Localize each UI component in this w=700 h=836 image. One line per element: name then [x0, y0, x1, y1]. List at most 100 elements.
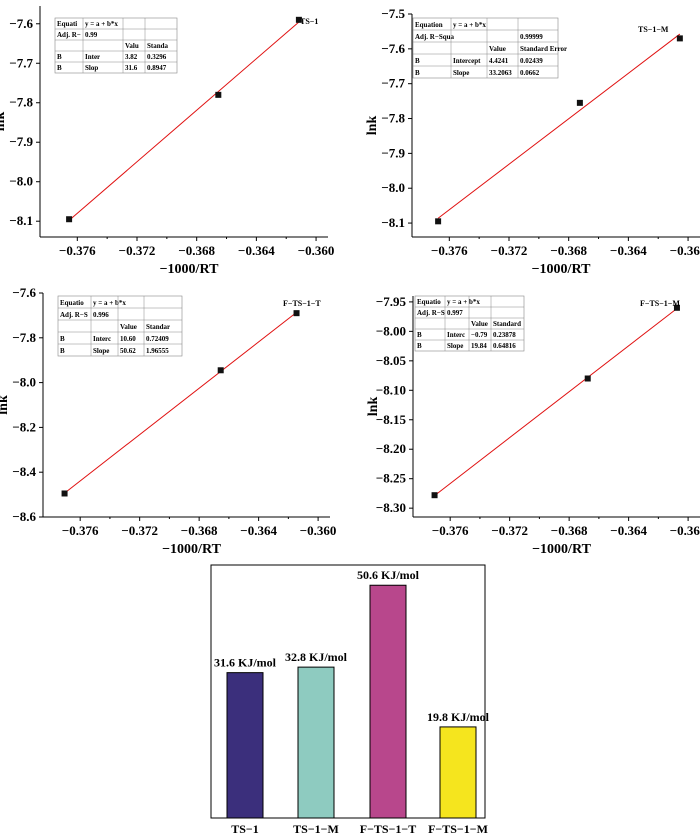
y-tick-label: −8.30	[376, 500, 406, 515]
y-tick-label: −7.9	[381, 145, 405, 160]
fit-table-cell: 0.02439	[520, 57, 543, 65]
fit-table-cell: B	[57, 64, 62, 72]
fit-table-cell: Inter	[85, 53, 100, 61]
fit-line	[68, 21, 300, 221]
bar-category-label: F−TS−1−T	[360, 822, 417, 836]
fit-table-frame	[57, 295, 183, 357]
series-label: F−TS−1−T	[283, 299, 321, 308]
data-point	[673, 304, 680, 311]
scatter-panel-1: −0.376 −0.372 −0.368 −0.364 −0.360 −8.1 −8.0 −7…	[0, 6, 334, 277]
y-tick-label: −8.1	[381, 215, 405, 230]
fit-table-cell: B	[60, 335, 65, 343]
series-label: TS−1	[300, 17, 318, 26]
bar	[439, 726, 477, 819]
y-tick-label: −7.7	[381, 76, 405, 91]
fit-line	[437, 33, 681, 219]
fit-table-cell: 10.60	[120, 335, 136, 343]
fit-table-cell: 19.84	[471, 342, 487, 350]
data-point	[435, 218, 442, 225]
bar-value-label: 19.8 KJ/mol	[427, 710, 490, 724]
fit-table-cell: 31.6	[125, 64, 138, 72]
fit-table-cell: Standard	[493, 320, 521, 328]
x-axis-title: −1000/RT	[160, 262, 219, 277]
bar-category-label: TS−1−M	[293, 822, 339, 836]
x-tick-label: −0.368	[551, 523, 588, 538]
fit-table-cell: Slop	[85, 64, 98, 72]
scatter-panel-3: −0.376 −0.372 −0.368 −0.364 −0.360 −8.6 −8.4 −8…	[0, 285, 336, 557]
fit-table: Equation y = a + b*x Adj. R−Squa 0.99999 Val…	[412, 17, 567, 79]
fit-table-cell: B	[57, 53, 62, 61]
x-axis-title: −1000/RT	[532, 262, 591, 277]
y-tick-label: −8.10	[376, 382, 406, 397]
fit-table-cell: 0.996	[93, 311, 109, 319]
data-point	[293, 310, 300, 317]
bar-chart: 31.6 KJ/mol TS−1 32.8 KJ/mol TS−1−M 50.6 KJ/…	[210, 564, 490, 836]
y-axis-title: lnk	[0, 112, 8, 132]
fit-table-cell: Value	[471, 320, 488, 328]
fit-table-cell: Equation	[415, 21, 443, 29]
x-tick-label: −0.372	[119, 243, 156, 258]
fit-table-cell: B	[417, 331, 422, 339]
bar-value-label: 32.8 KJ/mol	[285, 650, 348, 664]
fit-table-cell: Value	[120, 323, 137, 331]
x-tick-label: −0.372	[491, 523, 528, 538]
fit-table-cell: B	[417, 342, 422, 350]
x-tick-label: −0.376	[62, 523, 99, 538]
y-tick-label: −8.0	[9, 174, 33, 189]
fit-table-cell: 33.2063	[489, 69, 512, 77]
x-tick-label: −0.372	[121, 523, 158, 538]
series-label: TS−1−M	[638, 25, 669, 34]
y-axis-title: lnk	[365, 116, 380, 136]
fit-table-cell: y = a + b*x	[447, 298, 480, 306]
fit-table-cell: 50.62	[120, 347, 136, 355]
x-tick-label: −0.360	[300, 523, 337, 538]
y-tick-label: −8.1	[9, 213, 33, 228]
fit-table-frame	[414, 295, 525, 352]
x-tick-label: −0.364	[240, 523, 277, 538]
fit-table: Equatio y = a + b*x Adj. R−S 0.996 Value Stan…	[57, 295, 183, 357]
fit-table-cell: Adj. R−S	[60, 311, 88, 319]
bar-value-label: 50.6 KJ/mol	[357, 568, 420, 582]
y-tick-label: −8.6	[12, 509, 36, 524]
y-tick-label: −8.00	[376, 323, 406, 338]
y-tick-label: −7.7	[9, 55, 33, 70]
y-tick-label: −8.15	[376, 412, 407, 427]
x-tick-label: −0.368	[181, 523, 218, 538]
data-point	[295, 16, 302, 23]
fit-table-cell: 0.64816	[493, 342, 516, 350]
fit-table-cell: Standa	[147, 42, 169, 50]
fit-table-cell: 3.82	[125, 53, 138, 61]
x-tick-label: −0.376	[431, 243, 468, 258]
fit-table-cell: Valu	[125, 42, 139, 50]
y-axis-title: lnk	[366, 397, 381, 417]
fit-table-cell: 0.0662	[520, 69, 540, 77]
fit-table-cell: Slope	[93, 347, 109, 355]
bar	[297, 666, 335, 819]
y-tick-label: −8.2	[12, 419, 36, 434]
y-tick-label: −8.20	[376, 441, 406, 456]
fit-table-cell: y = a + b*x	[85, 20, 118, 28]
fit-table-cell: 1.96555	[146, 347, 169, 355]
series-label: F−TS−1−M	[640, 299, 680, 308]
data-point	[676, 35, 683, 42]
bar-value-label: 31.6 KJ/mol	[214, 656, 277, 670]
fit-table-cell: Interc	[93, 335, 111, 343]
fit-table-cell: Equatio	[60, 299, 84, 307]
x-tick-label: −0.364	[610, 243, 647, 258]
fit-table-cell: B	[415, 57, 420, 65]
fit-table-cell: 0.3296	[147, 53, 167, 61]
fit-table-cell: y = a + b*x	[93, 299, 126, 307]
fit-table-cell: Standard Error	[520, 45, 567, 53]
fit-table-cell: 0.997	[447, 309, 463, 317]
data-point	[215, 91, 222, 98]
bar-chart-frame	[210, 564, 486, 819]
y-tick-label: −7.6	[9, 16, 33, 31]
y-tick-label: −8.0	[381, 180, 405, 195]
fit-table-cell: Adj. R−	[57, 31, 81, 39]
data-point	[61, 490, 68, 497]
fit-table-cell: 0.99	[85, 31, 98, 39]
x-tick-label: −0.364	[238, 243, 275, 258]
fit-table-cell: B	[60, 347, 65, 355]
